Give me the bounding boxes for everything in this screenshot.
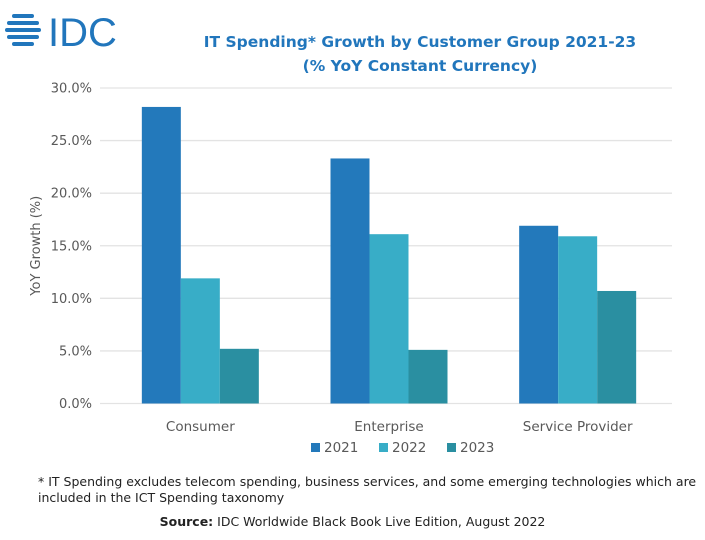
bar-2021 bbox=[519, 225, 559, 404]
legend-label: 2022 bbox=[392, 440, 426, 456]
source-text: IDC Worldwide Black Book Live Edition, A… bbox=[213, 514, 546, 529]
legend-swatch-2021 bbox=[311, 443, 320, 452]
source-label: Source: bbox=[159, 514, 214, 529]
y-tick-label: 25.0% bbox=[51, 134, 92, 149]
bar-chart: 0.0% 5.0% 10.0% 15.0% 20.0% 25.0% 30.0% YoY Gro… bbox=[29, 82, 672, 456]
legend-label: 2023 bbox=[460, 440, 494, 456]
bar-2021 bbox=[141, 106, 181, 404]
x-category-label: Service Provider bbox=[523, 419, 633, 435]
svg-text:IDC: IDC bbox=[48, 11, 117, 52]
y-axis-label: YoY Growth (%) bbox=[29, 196, 44, 297]
bar-2022 bbox=[369, 234, 409, 404]
source-line: Source: IDC Worldwide Black Book Live Ed… bbox=[0, 514, 705, 529]
y-tick-label: 10.0% bbox=[51, 292, 92, 307]
bar-2021 bbox=[330, 158, 370, 404]
legend-swatch-2022 bbox=[379, 443, 388, 452]
x-category-label: Consumer bbox=[166, 419, 235, 435]
y-tick-label: 5.0% bbox=[59, 344, 92, 359]
y-tick-label: 0.0% bbox=[59, 397, 92, 412]
y-tick-label: 15.0% bbox=[51, 239, 92, 254]
y-tick-label: 30.0% bbox=[51, 82, 92, 97]
chart-title: IT Spending* Growth by Customer Group 20… bbox=[160, 30, 680, 78]
bar-2023 bbox=[408, 349, 448, 404]
bar-2023 bbox=[219, 348, 259, 404]
chart-title-line2: (% YoY Constant Currency) bbox=[302, 57, 538, 75]
idc-logo: IDC bbox=[5, 11, 117, 52]
chart-title-line1: IT Spending* Growth by Customer Group 20… bbox=[203, 33, 637, 51]
bar-2023 bbox=[597, 290, 637, 404]
y-tick-label: 20.0% bbox=[51, 187, 92, 202]
bar-2022 bbox=[180, 278, 220, 404]
x-category-label: Enterprise bbox=[354, 419, 423, 435]
bar-2022 bbox=[558, 236, 598, 404]
legend-swatch-2023 bbox=[447, 443, 456, 452]
legend-label: 2021 bbox=[324, 440, 358, 456]
footnote: * IT Spending excludes telecom spending,… bbox=[38, 474, 697, 505]
